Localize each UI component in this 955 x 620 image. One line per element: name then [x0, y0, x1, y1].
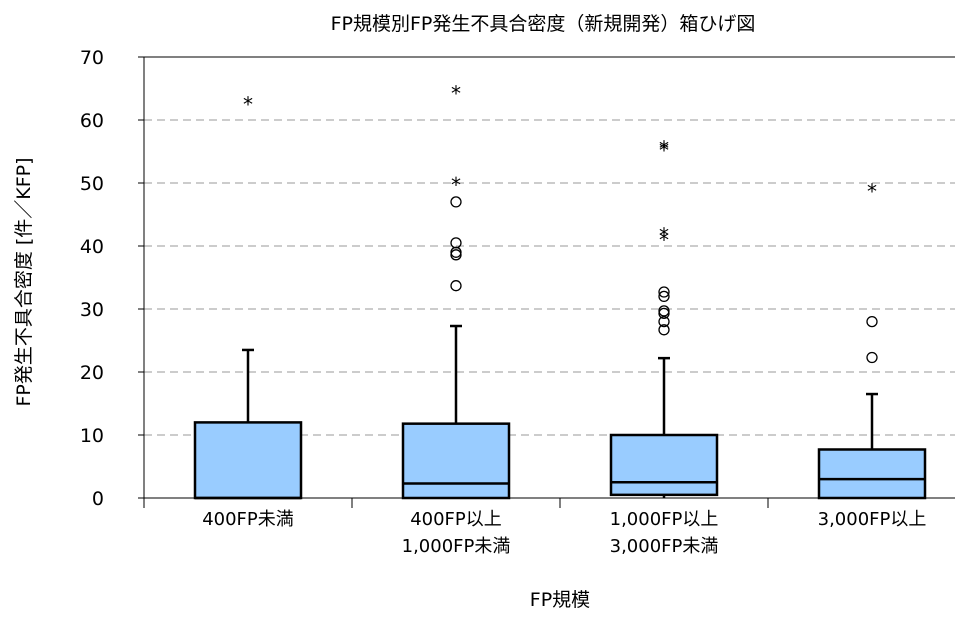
y-tick-label: 60: [80, 110, 104, 132]
outlier-point: [658, 324, 670, 336]
x-axis-title: FP規模: [530, 589, 590, 611]
outlier-point: [450, 246, 462, 258]
extreme-point: *: [659, 223, 669, 247]
outlier-point: [658, 305, 670, 317]
outlier-point: [866, 315, 878, 328]
outlier-point: [866, 351, 878, 364]
extreme-point: *: [243, 92, 253, 116]
outlier-point: [450, 237, 462, 249]
y-tick-label: 10: [80, 425, 104, 447]
x-category-label: 400FP以上: [410, 509, 502, 530]
outlier-point: [658, 315, 670, 328]
box: [609, 433, 719, 497]
extreme-point: *: [451, 173, 461, 197]
x-category-label: 1,000FP以上: [610, 509, 719, 530]
box-layer: ********: [193, 82, 927, 500]
y-tick-label: 70: [80, 47, 104, 69]
outlier-point: [450, 249, 462, 261]
x-category-label: 400FP未満: [202, 509, 294, 530]
outlier-point: [450, 196, 462, 208]
y-tick-label: 40: [80, 236, 104, 258]
chart-title: FP規模別FP発生不具合密度（新規開発）箱ひげ図: [331, 13, 756, 35]
y-axis-title: FP発生不具合密度 [件／KFP]: [13, 157, 35, 406]
y-tick-label: 20: [80, 362, 104, 384]
y-tick-label: 30: [80, 299, 104, 321]
extreme-point: *: [867, 179, 877, 203]
x-category-label: 3,000FP未満: [610, 536, 719, 557]
extreme-point: *: [451, 82, 461, 106]
x-category-label: 1,000FP未満: [402, 536, 511, 557]
extreme-point: *: [659, 136, 669, 160]
box: [193, 421, 303, 500]
box: [817, 448, 927, 500]
outlier-point: [658, 286, 670, 298]
y-tick-label: 50: [80, 173, 104, 195]
outlier-point: [658, 290, 670, 303]
y-tick-label: 0: [92, 488, 104, 510]
axis-layer: 0 10 20 30 40 50 60 70 400FP未満 400FP以上 1,000FP未満 1,…: [80, 47, 955, 557]
x-category-label: 3,000FP以上: [818, 509, 927, 530]
outlier-point: [450, 280, 462, 292]
box: [401, 422, 511, 500]
extreme-point: *: [659, 228, 669, 252]
extreme-point: *: [659, 138, 669, 162]
grid-layer: [144, 119, 955, 436]
